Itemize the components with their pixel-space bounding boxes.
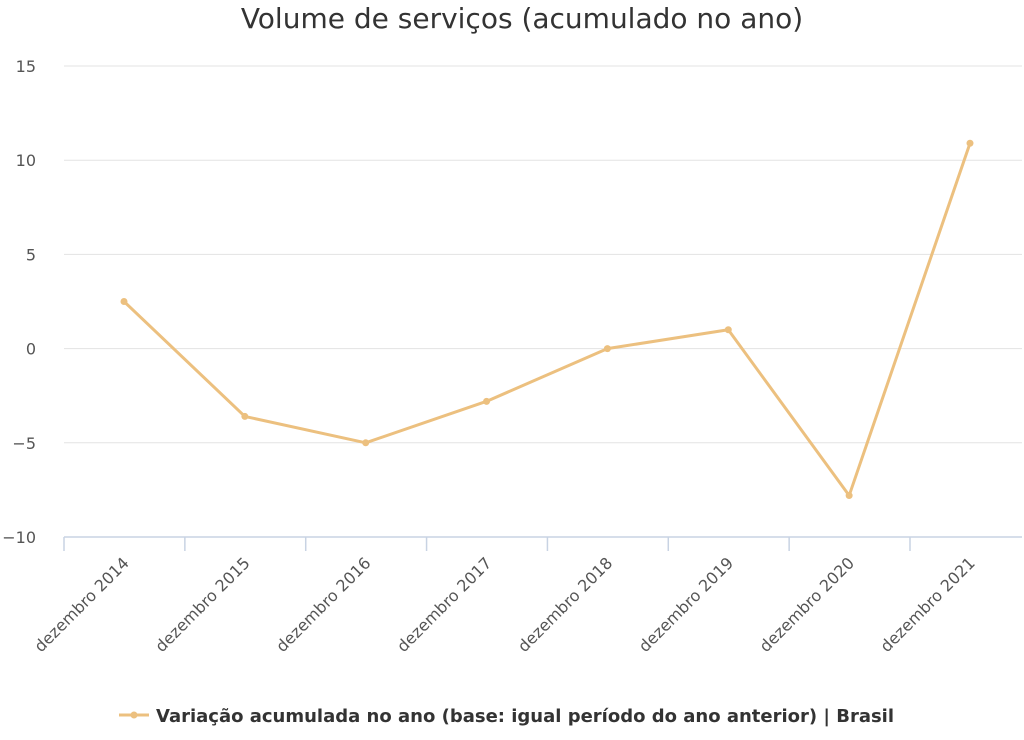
series-line[interactable] — [122, 141, 972, 498]
x-axis: dezembro 2014 dezembro 2015 dezembro 2016 d… — [30, 536, 1022, 656]
legend[interactable]: Variação acumulada no ano (base: igual p… — [119, 706, 894, 727]
series-lines — [120, 139, 974, 500]
y-tick-label: 10 — [16, 151, 36, 170]
y-tick-label: −5 — [12, 434, 36, 453]
x-tick-label: dezembro 2018 — [514, 553, 616, 655]
x-tick-label: dezembro 2021 — [876, 553, 978, 655]
x-tick-label: dezembro 2017 — [393, 553, 495, 655]
x-tick-label: dezembro 2020 — [756, 553, 858, 655]
data-point[interactable] — [603, 345, 611, 353]
data-point[interactable] — [966, 139, 974, 147]
y-axis-ticks: 15 10 5 0 −5 −10 — [2, 57, 36, 547]
data-point[interactable] — [241, 412, 249, 420]
data-point[interactable] — [845, 492, 853, 500]
x-tick-label: dezembro 2015 — [151, 553, 253, 655]
gridlines — [64, 65, 1022, 444]
data-point[interactable] — [362, 439, 370, 447]
x-tick-label: dezembro 2016 — [272, 553, 374, 655]
data-point[interactable] — [483, 397, 491, 405]
legend-point-marker — [130, 711, 138, 719]
y-tick-label: −10 — [2, 528, 36, 547]
legend-label: Variação acumulada no ano (base: igual p… — [156, 706, 894, 727]
x-tick-label: dezembro 2019 — [635, 553, 737, 655]
chart-title: Volume de serviços (acumulado no ano) — [241, 2, 803, 35]
y-tick-label: 15 — [16, 57, 36, 76]
y-tick-label: 5 — [26, 245, 36, 264]
data-point[interactable] — [120, 298, 128, 305]
x-tick-label: dezembro 2014 — [30, 553, 132, 655]
y-tick-label: 0 — [26, 340, 36, 359]
data-point[interactable] — [724, 326, 732, 334]
